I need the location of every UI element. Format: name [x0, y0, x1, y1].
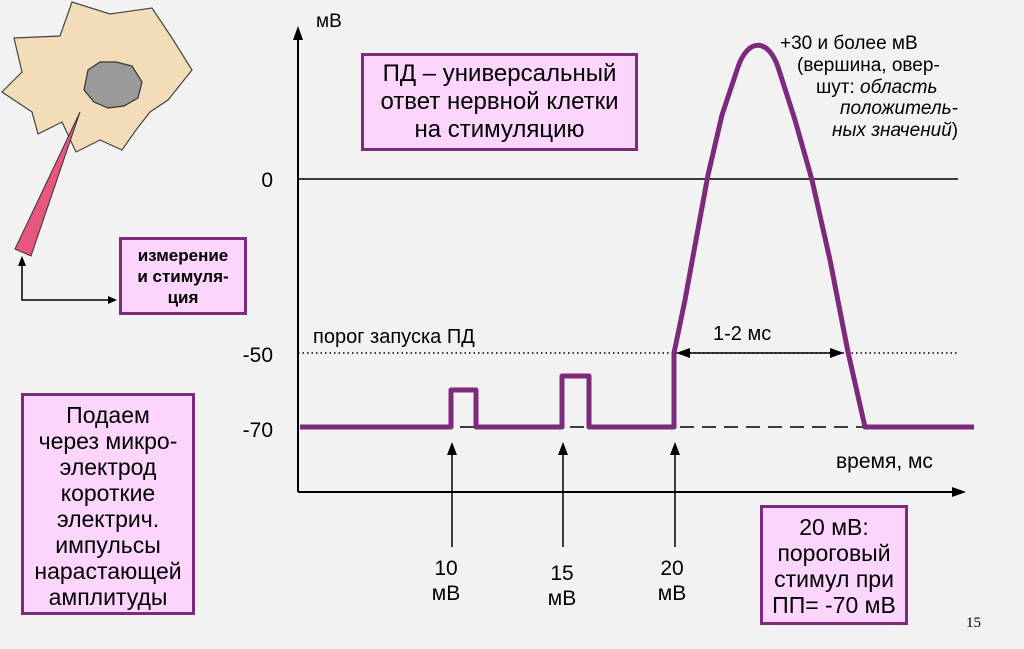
threshold-line-text: стимул при	[774, 566, 894, 592]
threshold-line-text: пороговый	[777, 540, 891, 566]
note-line: нарастающей	[34, 558, 182, 584]
threshold-stimulus-box: 20 мВ: пороговый стимул при ПП= -70 мВ	[760, 505, 908, 625]
page-number: 15	[966, 615, 981, 631]
y-tick-minus-50: -50	[243, 344, 273, 367]
note-line: амплитуды	[48, 584, 168, 610]
x-axis-arrowhead	[952, 487, 966, 497]
threshold-line-text: 20 мВ:	[799, 514, 869, 540]
note-line: через микро-	[38, 428, 178, 454]
y-axis-label: мВ	[316, 11, 342, 32]
x-axis-label: время, мс	[836, 450, 933, 473]
y-axis-arrowhead	[293, 26, 303, 40]
note-line: электрич.	[56, 506, 160, 532]
microelectrode	[14, 111, 81, 257]
stimulation-note-box: Подаем через микро- электрод короткие эл…	[21, 393, 195, 615]
stimulus-value-3: 20	[660, 557, 683, 580]
peak-line-2: (вершина, овер-	[797, 55, 940, 76]
note-line: Подаем	[66, 402, 150, 428]
y-tick-0: 0	[261, 169, 273, 192]
note-line: электрод	[59, 454, 157, 480]
threshold-label: порог запуска ПД	[313, 326, 475, 348]
duration-arrowhead-left	[676, 348, 690, 358]
peak-annotation: +30 и более мВ (вершина, овер- шут: обла…	[780, 33, 958, 141]
potential-trace	[300, 42, 974, 430]
stimulus-arrowhead-3	[670, 442, 680, 455]
stimulus-unit-3: мВ	[658, 582, 686, 605]
measurement-line: ция	[167, 288, 199, 307]
stimulus-unit-2: мВ	[548, 587, 576, 610]
connector-arrowhead	[108, 296, 117, 304]
stimulus-unit-1: мВ	[432, 582, 460, 605]
note-line: короткие	[60, 480, 156, 506]
title-line: на стимуляцию	[414, 116, 585, 143]
peak-line-3: шут: область	[816, 77, 937, 98]
y-tick-minus-70: -70	[243, 419, 273, 442]
duration-label: 1-2 мс	[713, 323, 771, 345]
threshold-line-text: ПП= -70 мВ	[772, 592, 896, 618]
measurement-line: измерение	[137, 246, 229, 265]
stimulus-arrowhead-1	[447, 442, 457, 455]
note-line: импульсы	[55, 532, 161, 558]
stimulus-value-1: 10	[434, 557, 457, 580]
peak-line-1: +30 и более мВ	[780, 33, 918, 54]
peak-line-4: положитель-	[840, 98, 958, 119]
title-line: ПД – универсальный	[382, 60, 617, 87]
peak-line-5: ных значений)	[832, 120, 958, 141]
duration-arrowhead-right	[830, 348, 844, 358]
stimulus-arrowhead-2	[558, 442, 568, 455]
stimulus-value-2: 15	[550, 562, 573, 585]
measurement-line: и стимуля-	[137, 267, 229, 286]
electrode-connector	[21, 265, 110, 301]
measurement-box: измерение и стимуля- ция	[119, 237, 247, 315]
title-box: ПД – универсальный ответ нервной клетки …	[361, 53, 638, 151]
cell-nucleus	[83, 61, 143, 109]
title-line: ответ нервной клетки	[380, 88, 619, 115]
electrode-arrowhead	[18, 256, 26, 266]
